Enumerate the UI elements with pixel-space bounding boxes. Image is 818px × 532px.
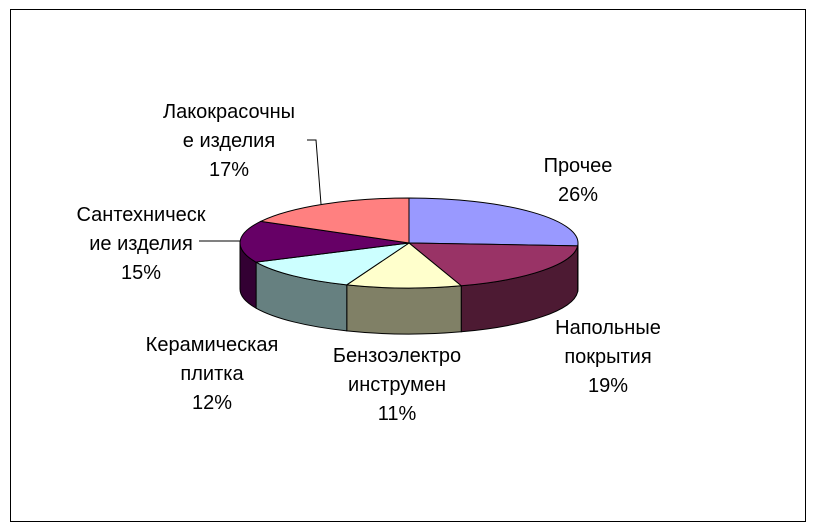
pie-slice-2 (407, 242, 579, 287)
slice-name-line: Прочее (544, 155, 613, 177)
pie-labels: Прочее 26% Напольные покрытия 19% Бензоэлектр… (77, 101, 661, 425)
slice-name-line: ие изделия (89, 233, 193, 255)
pie-slice-1 (408, 197, 579, 247)
pie-slice-5 (239, 220, 410, 263)
slice-name-line: Напольные (555, 317, 661, 339)
slice-name-line: Лакокрасочны (163, 101, 295, 123)
slice-name-line: Керамическая (146, 334, 279, 356)
slice-name-line: инструмен (348, 374, 446, 396)
pie-side-3 (346, 284, 462, 335)
slice-percent: 11% (378, 403, 417, 425)
pie-slice-6 (259, 197, 410, 244)
slice-name-line: Бензоэлектро (333, 345, 461, 367)
slice-percent: 26% (558, 184, 598, 206)
pie-slice-4 (254, 242, 410, 286)
slice-label-1: Прочее 26% (544, 155, 613, 206)
slice-percent: 17% (209, 159, 249, 181)
slice-label-5: Сантехническ ие изделия 15% (77, 204, 206, 284)
slice-label-6: Лакокрасочны е изделия 17% (163, 101, 295, 181)
slice-percent: 19% (588, 375, 628, 397)
slice-label-2: Напольные покрытия 19% (555, 317, 661, 397)
slice-label-4: Керамическая плитка 12% (146, 334, 279, 414)
slice-name-line: е изделия (183, 130, 275, 152)
slice-name-line: плитка (180, 363, 244, 385)
slice-percent: 15% (121, 262, 161, 284)
leader-line-6 (307, 139, 322, 205)
pie-slice-3 (345, 242, 463, 289)
slice-percent: 12% (192, 392, 232, 414)
pie-leader-lines (199, 139, 322, 242)
slice-label-3: Бензоэлектро инструмен 11% (333, 345, 461, 425)
pie-sides (239, 242, 579, 335)
slice-name-line: покрытия (564, 346, 651, 368)
slice-name-line: Сантехническ (77, 204, 206, 226)
pie-tops (239, 197, 579, 289)
